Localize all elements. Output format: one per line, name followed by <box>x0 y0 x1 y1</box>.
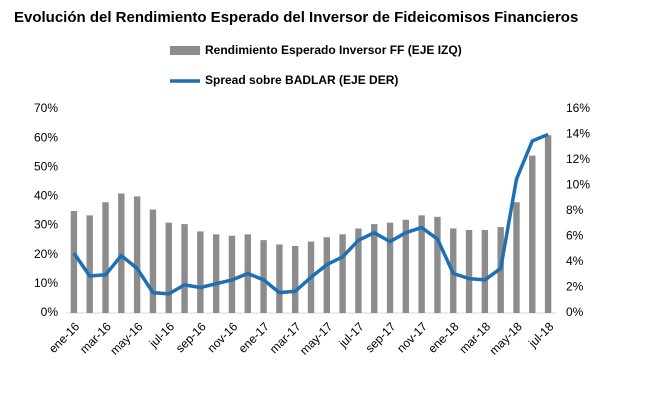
x-tick-label: may-18 <box>487 319 525 357</box>
bar <box>529 155 536 313</box>
x-tick-label: mar-16 <box>77 319 114 356</box>
bar <box>355 228 362 313</box>
y2-tick-label: 2% <box>566 280 584 294</box>
bar <box>371 224 378 313</box>
x-tick-label: sep-16 <box>173 319 209 355</box>
bar <box>118 193 125 313</box>
y2-tick-label: 0% <box>566 305 584 319</box>
bar <box>513 202 520 313</box>
bar <box>149 209 157 313</box>
bar <box>197 231 204 313</box>
bar <box>228 235 236 313</box>
bar <box>291 245 299 313</box>
x-tick-label: nov-17 <box>394 319 430 355</box>
chart-title: Evolución del Rendimiento Esperado del I… <box>14 9 578 26</box>
x-tick-label: may-16 <box>107 319 145 357</box>
y-tick-label: 70% <box>34 101 58 115</box>
bar <box>260 240 267 313</box>
y2-tick-label: 12% <box>566 152 590 166</box>
y-tick-label: 40% <box>34 189 58 203</box>
bar <box>418 215 425 313</box>
y-tick-label: 0% <box>41 305 59 319</box>
bar <box>465 229 473 313</box>
x-tick-label: ene-18 <box>425 319 462 356</box>
bar <box>133 196 141 313</box>
y2-tick-label: 14% <box>566 127 590 141</box>
y2-tick-label: 4% <box>566 254 584 268</box>
legend-label: Spread sobre BADLAR (EJE DER) <box>205 73 398 87</box>
y-tick-label: 60% <box>34 130 58 144</box>
x-tick-label: ene-16 <box>46 319 83 356</box>
bar <box>402 219 410 313</box>
x-tick-label: ene-17 <box>236 319 273 356</box>
bar <box>339 234 346 313</box>
bar <box>386 222 394 313</box>
y2-tick-label: 10% <box>566 178 590 192</box>
x-tick-label: mar-18 <box>456 319 493 356</box>
x-tick-label: jul-18 <box>525 319 557 351</box>
bar <box>181 224 188 313</box>
x-tick-label: mar-17 <box>267 319 304 356</box>
bar <box>102 202 109 313</box>
legend-swatch <box>170 46 200 55</box>
bar <box>70 211 78 313</box>
line <box>72 132 549 296</box>
y2-tick-label: 8% <box>566 203 584 217</box>
bar <box>165 222 172 313</box>
x-tick-label: nov-16 <box>204 319 240 355</box>
y2-tick-label: 16% <box>566 101 590 115</box>
y-tick-label: 30% <box>34 218 58 232</box>
bar <box>481 229 489 313</box>
bar <box>86 215 93 313</box>
y-tick-label: 10% <box>34 276 58 290</box>
bar <box>212 234 220 313</box>
x-tick-label: may-17 <box>297 319 335 357</box>
y-tick-label: 20% <box>34 247 58 261</box>
bar <box>323 237 331 313</box>
bar <box>434 216 441 313</box>
bar <box>544 135 552 313</box>
x-tick-label: sep-17 <box>363 319 399 355</box>
legend-label: Rendimiento Esperado Inversor FF (EJE IZ… <box>205 43 462 57</box>
bar <box>276 244 283 313</box>
y2-tick-label: 6% <box>566 229 584 243</box>
y-tick-label: 50% <box>34 159 58 173</box>
